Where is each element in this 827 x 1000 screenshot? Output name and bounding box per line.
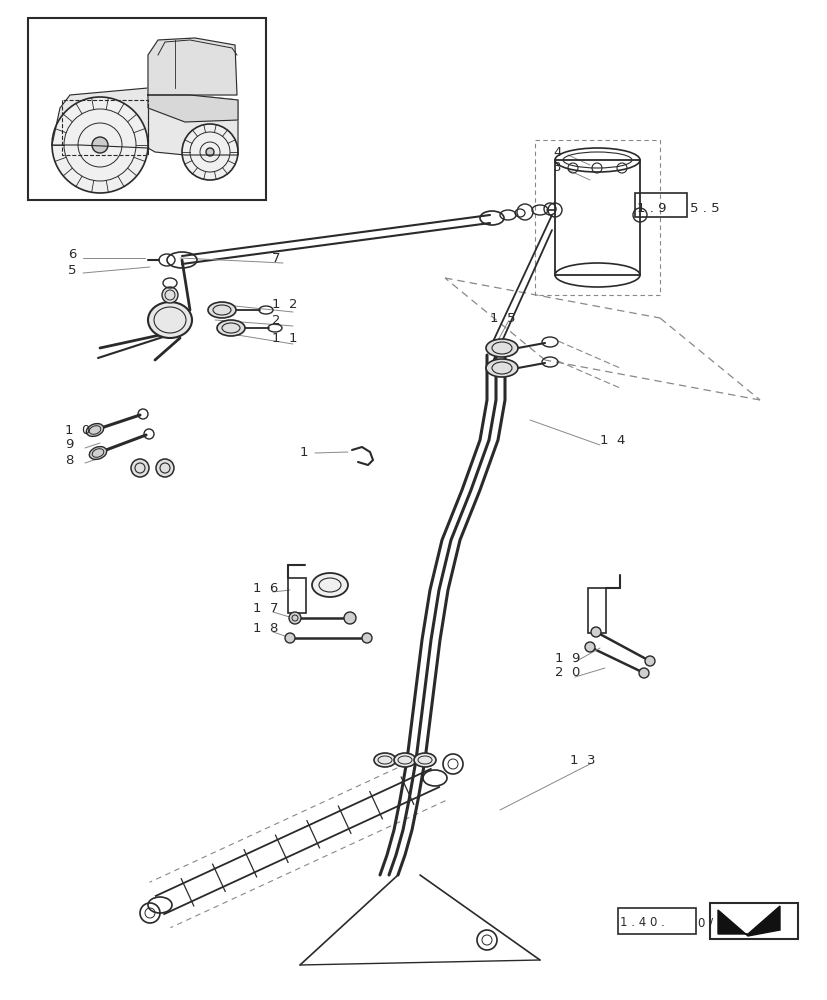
Ellipse shape (394, 753, 415, 767)
Text: 1  3: 1 3 (569, 754, 595, 766)
Polygon shape (148, 38, 237, 95)
Text: 1  7: 1 7 (253, 601, 278, 614)
Circle shape (361, 633, 371, 643)
Circle shape (162, 287, 178, 303)
Circle shape (155, 459, 174, 477)
Circle shape (284, 633, 294, 643)
Text: 1  4: 1 4 (600, 434, 624, 446)
Circle shape (289, 612, 301, 624)
Ellipse shape (89, 447, 107, 459)
Ellipse shape (312, 573, 347, 597)
Ellipse shape (217, 320, 245, 336)
Bar (554, 160, 639, 275)
Text: 1  8: 1 8 (253, 621, 278, 634)
Text: 1  0: 1 0 (65, 424, 90, 436)
Circle shape (182, 124, 237, 180)
Ellipse shape (374, 753, 395, 767)
Polygon shape (717, 906, 779, 936)
Text: 1  5: 1 5 (490, 312, 515, 324)
Text: 1  6: 1 6 (253, 582, 278, 594)
Text: 2  0: 2 0 (554, 666, 580, 680)
Text: 1 . 4 0 .: 1 . 4 0 . (619, 916, 664, 929)
Circle shape (644, 656, 654, 666)
Circle shape (585, 642, 595, 652)
Text: 0 /: 0 / (697, 916, 712, 929)
Ellipse shape (86, 424, 103, 436)
Ellipse shape (485, 339, 518, 357)
Ellipse shape (485, 359, 518, 377)
Bar (709, 903, 797, 939)
Polygon shape (52, 88, 237, 155)
Ellipse shape (414, 753, 436, 767)
Circle shape (131, 459, 149, 477)
Circle shape (590, 627, 600, 637)
Circle shape (92, 137, 108, 153)
Text: 3: 3 (552, 161, 561, 174)
Ellipse shape (148, 302, 192, 338)
Text: 6: 6 (68, 248, 76, 261)
Bar (288, 578, 306, 613)
Text: 7: 7 (272, 251, 280, 264)
Text: 1  1: 1 1 (272, 332, 297, 344)
Text: 1  9: 1 9 (554, 652, 580, 664)
Polygon shape (148, 95, 237, 122)
Circle shape (343, 612, 356, 624)
Text: 2: 2 (272, 314, 280, 326)
Ellipse shape (208, 302, 236, 318)
Bar (587, 588, 605, 633)
Text: 9: 9 (65, 438, 74, 452)
Circle shape (638, 668, 648, 678)
Text: 5: 5 (68, 263, 76, 276)
Text: 8: 8 (65, 454, 74, 466)
Bar (634, 193, 686, 217)
Text: 1 . 9: 1 . 9 (636, 202, 666, 215)
Bar (28, 18, 265, 200)
Text: 2: 2 (746, 913, 757, 931)
Text: 1: 1 (299, 446, 308, 460)
Text: 5 . 5: 5 . 5 (689, 202, 719, 215)
Text: 1  2: 1 2 (272, 298, 297, 312)
Bar (617, 908, 696, 934)
Circle shape (52, 97, 148, 193)
Circle shape (206, 148, 213, 156)
Text: 4: 4 (552, 146, 561, 159)
